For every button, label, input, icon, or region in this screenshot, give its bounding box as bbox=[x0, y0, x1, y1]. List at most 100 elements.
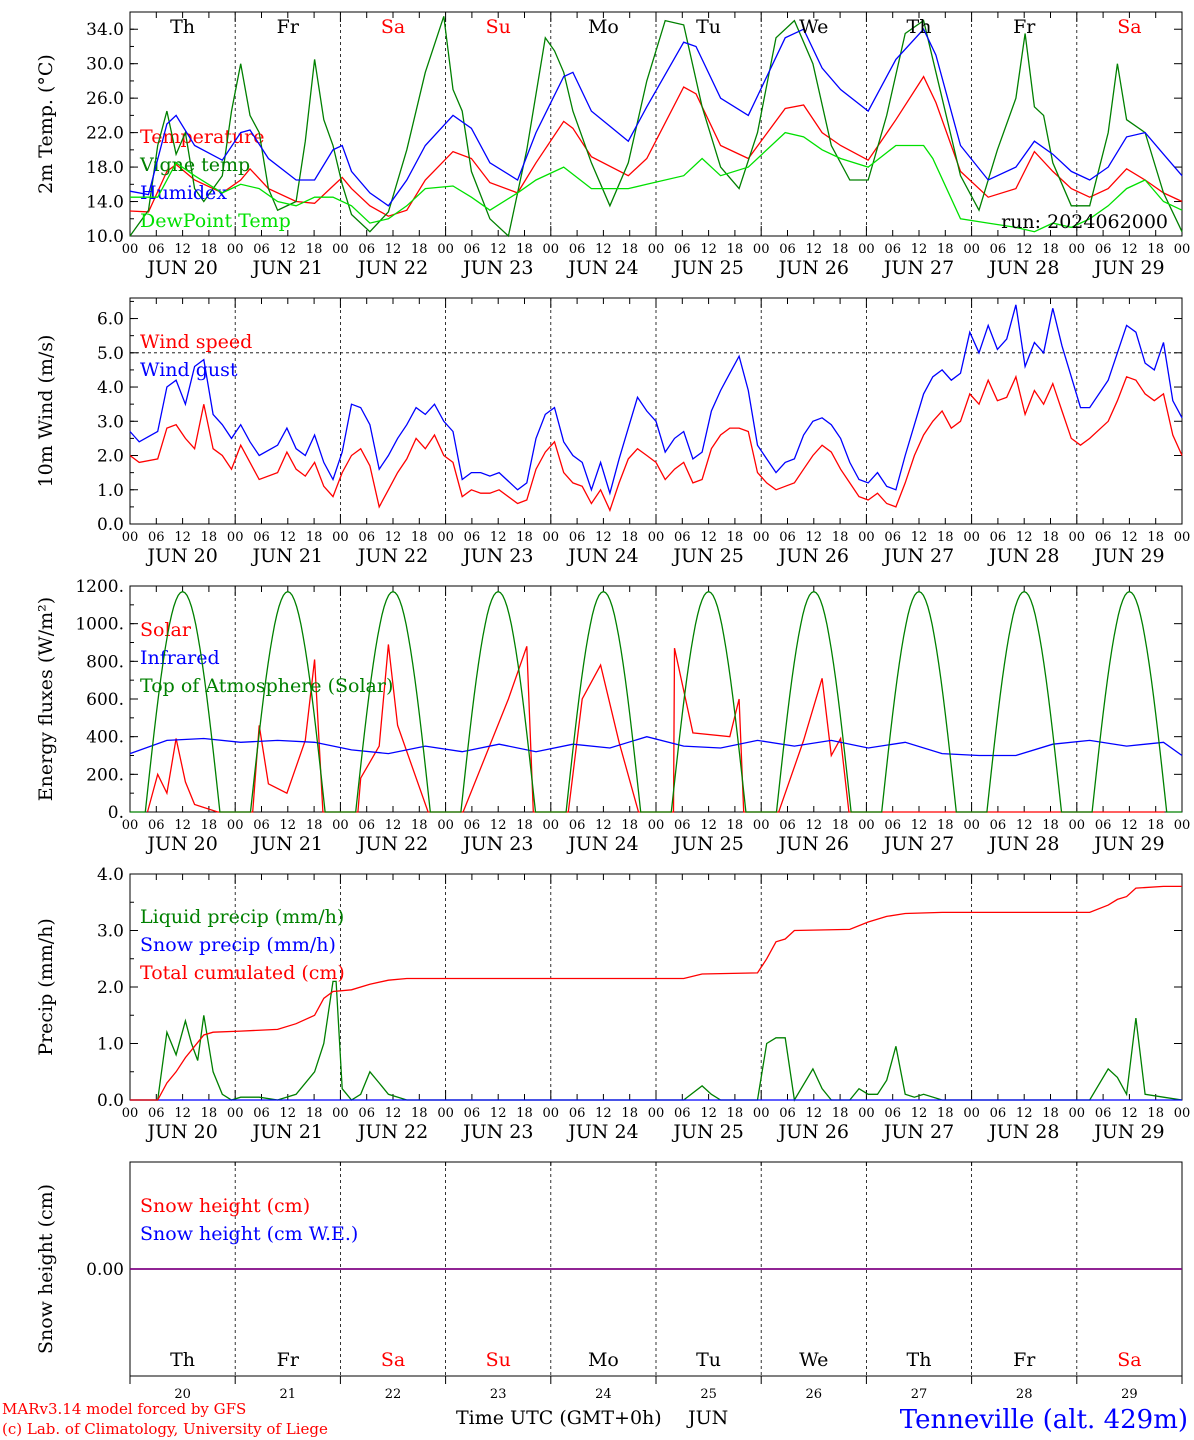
date-label: JUN 21 bbox=[251, 1121, 323, 1143]
weekday-label: Th bbox=[907, 1349, 932, 1371]
x-tick-label: 12 bbox=[174, 530, 191, 545]
weekday-label: Th bbox=[907, 16, 932, 38]
x-tick-label: 00 bbox=[437, 1106, 454, 1121]
legend-entry: Wind gust bbox=[140, 359, 238, 381]
y-tick-label: 4.0 bbox=[97, 378, 124, 398]
x-tick-label: 06 bbox=[148, 242, 165, 257]
x-tick-label: 18 bbox=[201, 530, 218, 545]
x-tick-label: 12 bbox=[1016, 1106, 1033, 1121]
legend-entry: DewPoint Temp bbox=[140, 210, 291, 232]
legend-entry: Solar bbox=[140, 619, 192, 641]
x-tick-label: 00 bbox=[543, 1106, 560, 1121]
weekday-label: Su bbox=[486, 16, 511, 38]
weekday-label: Mo bbox=[588, 16, 619, 38]
x-tick-label: 06 bbox=[990, 530, 1007, 545]
day-number-label: 28 bbox=[1016, 1387, 1033, 1402]
x-tick-label: 12 bbox=[700, 530, 717, 545]
weekday-label: Tu bbox=[696, 16, 721, 38]
x-tick-label: 06 bbox=[779, 530, 796, 545]
date-label: JUN 28 bbox=[987, 1121, 1059, 1143]
x-tick-label: 12 bbox=[1016, 242, 1033, 257]
x-tick-label: 06 bbox=[253, 818, 270, 833]
x-tick-label: 06 bbox=[253, 1106, 270, 1121]
date-label: JUN 29 bbox=[1092, 257, 1164, 279]
x-tick-label: 12 bbox=[595, 530, 612, 545]
x-tick-label: 06 bbox=[464, 818, 481, 833]
series-line-temperature bbox=[129, 75, 1183, 217]
y-tick-label: 22.0 bbox=[86, 124, 124, 144]
x-tick-label: 06 bbox=[674, 242, 691, 257]
date-label: JUN 24 bbox=[566, 545, 638, 567]
x-tick-label: 06 bbox=[674, 530, 691, 545]
weekday-label: We bbox=[799, 16, 828, 38]
x-tick-label: 06 bbox=[253, 530, 270, 545]
x-tick-label: 18 bbox=[411, 1106, 428, 1121]
date-label: JUN 24 bbox=[566, 833, 638, 855]
station-title: Tenneville (alt. 429m) bbox=[900, 1405, 1188, 1435]
weekday-label: Sa bbox=[381, 16, 405, 38]
x-tick-label: 12 bbox=[700, 242, 717, 257]
y-axis-label: Precip (mm/h) bbox=[35, 918, 57, 1056]
chart-panel-4: 00 06 12 18 00 06 12 18 00 06 12 18 00 06 12 18 00 06 12 18… bbox=[35, 865, 1190, 1143]
x-tick-label: 18 bbox=[201, 242, 218, 257]
x-tick-label: 18 bbox=[1042, 818, 1059, 833]
x-tick-label: 12 bbox=[806, 530, 823, 545]
x-tick-label: 00 bbox=[332, 242, 349, 257]
x-tick-label: 12 bbox=[385, 818, 402, 833]
date-label: JUN 26 bbox=[777, 833, 849, 855]
x-tick-label: 12 bbox=[174, 242, 191, 257]
weekday-label: Fr bbox=[1013, 1349, 1036, 1371]
x-tick-label: 12 bbox=[490, 1106, 507, 1121]
x-tick-label: 12 bbox=[1121, 530, 1138, 545]
x-tick-label: 18 bbox=[306, 242, 323, 257]
series-line-infrared bbox=[129, 736, 1183, 757]
x-tick-label: 00 bbox=[648, 242, 665, 257]
x-tick-label: 06 bbox=[1095, 1106, 1112, 1121]
y-tick-label: 3.0 bbox=[97, 922, 124, 942]
x-tick-label: 18 bbox=[306, 1106, 323, 1121]
x-tick-label: 12 bbox=[1016, 818, 1033, 833]
x-tick-label: 18 bbox=[621, 1106, 638, 1121]
x-tick-label: 18 bbox=[1147, 530, 1164, 545]
x-tick-label: 00 bbox=[332, 818, 349, 833]
x-tick-label: 00 bbox=[1069, 1106, 1086, 1121]
x-tick-label: 06 bbox=[569, 818, 586, 833]
y-tick-label: 600. bbox=[86, 690, 124, 710]
legend-entry: Humidex bbox=[140, 182, 227, 204]
legend-entry: Top of Atmosphere (Solar) bbox=[140, 675, 393, 697]
legend-entry: Total cumulated (cm) bbox=[140, 962, 345, 984]
day-number-label: 29 bbox=[1121, 1387, 1138, 1402]
chart-panel-2: 00 06 12 18 00 06 12 18 00 06 12 18 00 06 12 18 00 06 12 18… bbox=[35, 297, 1190, 567]
x-tick-label: 06 bbox=[148, 818, 165, 833]
x-tick-label: 18 bbox=[727, 242, 744, 257]
date-label: JUN 25 bbox=[671, 257, 743, 279]
chart-panel-5: 20 21 22 23 24 25 26 27 28 29 0.00 Snow height (cm)… bbox=[35, 1161, 1183, 1402]
weekday-label: Sa bbox=[1117, 16, 1141, 38]
y-tick-label: 5.0 bbox=[97, 344, 124, 364]
x-tick-label: 18 bbox=[516, 818, 533, 833]
x-tick-label: 18 bbox=[727, 1106, 744, 1121]
x-tick-label: 00 bbox=[122, 1106, 139, 1121]
series-line-top-of-atmosphere-solar- bbox=[130, 590, 1182, 813]
x-tick-label: 00 bbox=[1174, 1106, 1191, 1121]
x-tick-label: 00 bbox=[963, 1106, 980, 1121]
y-tick-label: 4.0 bbox=[97, 865, 124, 885]
y-tick-label: 400. bbox=[86, 728, 124, 748]
x-tick-label: 18 bbox=[306, 818, 323, 833]
x-tick-label: 00 bbox=[332, 1106, 349, 1121]
y-tick-label: 0.00 bbox=[86, 1260, 124, 1280]
x-tick-label: 06 bbox=[884, 242, 901, 257]
x-tick-label: 18 bbox=[411, 242, 428, 257]
date-label: JUN 23 bbox=[461, 833, 533, 855]
x-tick-label: 00 bbox=[753, 818, 770, 833]
plot-frame bbox=[129, 11, 1183, 237]
x-tick-label: 00 bbox=[122, 242, 139, 257]
day-number-label: 25 bbox=[700, 1387, 717, 1402]
day-number-label: 21 bbox=[280, 1387, 297, 1402]
series-line-vigne-temp bbox=[129, 16, 1183, 238]
date-label: JUN 24 bbox=[566, 257, 638, 279]
x-tick-label: 06 bbox=[358, 530, 375, 545]
x-tick-label: 12 bbox=[1121, 1106, 1138, 1121]
x-tick-label: 00 bbox=[963, 530, 980, 545]
